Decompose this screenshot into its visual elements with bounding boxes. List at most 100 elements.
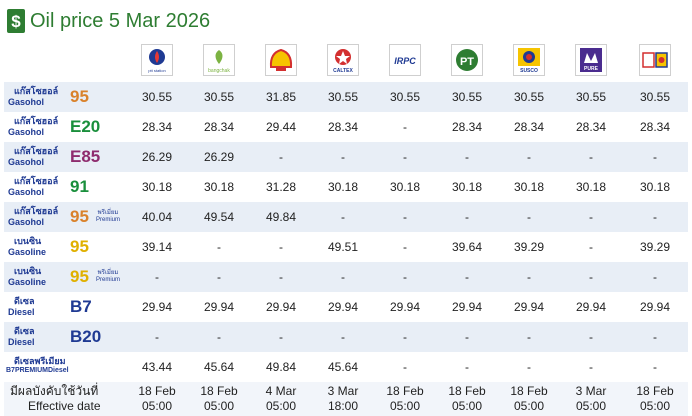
price-cell: - — [188, 262, 250, 292]
effective-time: 05:00 — [451, 399, 483, 413]
fuel-label-cell: แก๊สโซฮอล์ Gasohol 95 พรีเมี่ยม Premium — [4, 202, 126, 232]
effective-date-cell: 18 Feb 05:00 — [188, 382, 250, 416]
fuel-label: ดีเซล Diesel B7 — [4, 292, 126, 322]
fuel-name-english: Gasoline — [8, 247, 47, 257]
price-cell: - — [622, 262, 688, 292]
price-cell: - — [250, 262, 312, 292]
effective-time: 05:00 — [639, 399, 671, 413]
fuel-label: แก๊สโซฮอล์ Gasohol 95 พรีเมี่ยม Premium — [4, 202, 126, 232]
corner-cell — [4, 38, 126, 82]
effective-date: 18 Feb — [448, 384, 486, 398]
fuel-octane: B20 — [70, 327, 102, 346]
irpc-logo-icon: IRPC — [389, 44, 421, 76]
price-cell: 29.94 — [327, 300, 359, 314]
fuel-row: แก๊สโซฮอล์ Gasohol 95 30.55 30.55 31.85 30.55 3… — [4, 82, 688, 112]
price-cell: - — [403, 120, 407, 134]
price-cell: 29.94 — [389, 300, 421, 314]
fuel-name-thai: แก๊สโซฮอล์ — [14, 176, 59, 186]
price-cell: 31.85 — [250, 82, 312, 112]
price-cell: - — [126, 322, 188, 352]
bangchak-logo-icon: bangchak — [203, 44, 235, 76]
price-cell: - — [126, 262, 188, 292]
effective-time: 05:00 — [513, 399, 545, 413]
fuel-label: แก๊สโซฮอล์ Gasohol 95 — [4, 82, 126, 112]
price-cell: - — [312, 202, 374, 232]
brand-cell-caltex: CALTEX — [312, 38, 374, 82]
price-cell: 30.55 — [560, 82, 622, 112]
price-cell: - — [312, 142, 374, 172]
pure-logo-icon: PURE — [575, 44, 607, 76]
page-title: Oil price 5 Mar 2026 — [30, 9, 211, 32]
fuel-name-english: Gasohol — [8, 127, 45, 137]
price-cell: 26.29 — [188, 142, 250, 172]
brand-cell-other — [622, 38, 688, 82]
price-cell: 30.18 — [639, 180, 671, 194]
price-cell: - — [312, 262, 374, 292]
price-cell: 49.84 — [265, 360, 297, 374]
price-cell: 30.18 — [141, 180, 173, 194]
effective-date-cell: 18 Feb 05:00 — [126, 382, 188, 416]
price-cell: - — [498, 142, 560, 172]
price-cell: 30.55 — [498, 82, 560, 112]
price-cell: - — [217, 240, 221, 254]
fuel-name-english: Diesel — [8, 307, 35, 317]
price-cell: - — [403, 360, 407, 374]
price-cell: 30.55 — [436, 82, 498, 112]
brand-text: IRPC — [394, 56, 416, 66]
price-cell: 28.34 — [327, 120, 359, 134]
premium-tag: พรีเมี่ยม Premium — [95, 270, 120, 283]
price-cell: - — [374, 202, 436, 232]
price-cell: - — [622, 202, 688, 232]
fuel-name-english: Diesel — [8, 337, 35, 347]
price-cell: - — [589, 360, 593, 374]
fuel-name-english: Gasohol — [8, 157, 45, 167]
price-cell: 30.18 — [575, 180, 607, 194]
price-cell: 49.51 — [327, 240, 359, 254]
price-cell: 45.64 — [203, 360, 235, 374]
price-cell: 26.29 — [126, 142, 188, 172]
price-cell: - — [560, 142, 622, 172]
fuel-name-thai: ดีเซลพรีเมียม — [14, 356, 66, 366]
price-cell: 31.28 — [265, 180, 297, 194]
effective-date: 4 Mar — [265, 384, 297, 398]
price-cell: 30.55 — [312, 82, 374, 112]
fuel-label: แก๊สโซฮอล์ Gasohol 91 — [4, 172, 126, 202]
price-cell: - — [498, 262, 560, 292]
price-cell: 45.64 — [327, 360, 359, 374]
price-cell: 28.34 — [451, 120, 483, 134]
effective-date-cell: 18 Feb 05:00 — [436, 382, 498, 416]
price-cell: 39.29 — [639, 240, 671, 254]
fuel-label-cell: เบนซิน Gasoline 95 — [4, 232, 126, 262]
effective-date: 18 Feb — [200, 384, 238, 398]
fuel-name-english: Gasohol — [8, 97, 45, 107]
caltex-logo-icon: CALTEX — [327, 44, 359, 76]
effective-time: 05:00 — [575, 399, 607, 413]
price-cell: - — [250, 142, 312, 172]
effective-date: 18 Feb — [636, 384, 674, 398]
fuel-label: เบนซิน Gasoline 95 พรีเมี่ยม Premium — [4, 262, 126, 292]
fuel-label: ดีเซล Diesel B20 — [4, 322, 126, 352]
effective-time: 05:00 — [203, 399, 235, 413]
fuel-octane: 95 — [70, 207, 89, 226]
brand-text: bangchak — [208, 68, 230, 74]
price-cell: 40.04 — [126, 202, 188, 232]
svg-text:$: $ — [11, 12, 21, 31]
fuel-row: เบนซิน Gasoline 95 พรีเมี่ยม Premium - - - - - - -… — [4, 262, 688, 292]
fuel-dollar-icon: $ — [6, 7, 26, 35]
price-cell: - — [436, 322, 498, 352]
fuel-name-english: Gasohol — [8, 217, 45, 227]
price-cell: 30.18 — [389, 180, 421, 194]
fuel-octane: 95 — [70, 267, 89, 286]
brand-cell-susco: SUSCO — [498, 38, 560, 82]
effective-date-cell: 4 Mar 05:00 — [250, 382, 312, 416]
price-cell: - — [312, 322, 374, 352]
effective-date-label-english: Effective date — [28, 399, 101, 413]
price-table: ptt station bangchak CALTEX IRPC PT SUSCO PURE… — [4, 38, 688, 416]
fuel-row: แก๊สโซฮอล์ Gasohol 91 30.18 30.18 31.28 30.18 3… — [4, 172, 688, 202]
price-cell: - — [465, 360, 469, 374]
price-cell: 28.34 — [203, 120, 235, 134]
fuel-label-cell: แก๊สโซฮอล์ Gasohol 91 — [4, 172, 126, 202]
price-cell: - — [622, 142, 688, 172]
brand-text: ptt station — [148, 68, 165, 73]
effective-date-cell: 3 Mar 05:00 — [560, 382, 622, 416]
